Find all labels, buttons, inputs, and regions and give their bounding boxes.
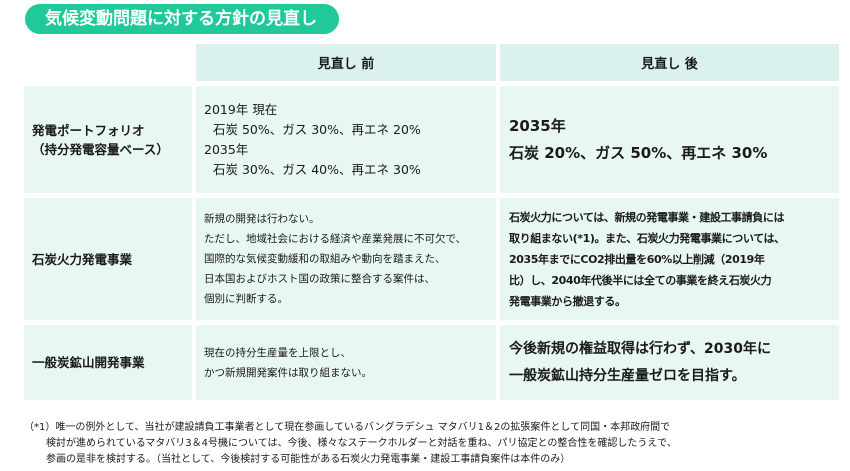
text-line: 日本国およびホスト国の政策に整合する案件は、	[204, 273, 435, 285]
text-line: 国際的な気候変動緩和の取組みや動向を踏まえた、	[204, 253, 446, 265]
column-header-before: 見直し 前	[196, 44, 496, 81]
footnote-line: （*1）唯一の例外として、当社が建設請負工事業者として現在参画しているバングラデ…	[24, 422, 671, 433]
row-label-line: （持分発電容量ベース）	[32, 141, 169, 157]
footnote-line: 参画の是非を検討する。（当社として、今後検討する可能性がある石炭火力発電事業・建…	[46, 454, 571, 465]
text-line: 新規の開発は行わない。	[204, 213, 320, 225]
text-line: 取り組まない(*1)。また、石炭火力発電事業については、	[509, 231, 785, 245]
row-label-coal-power: 石炭火力発電事業	[24, 198, 192, 320]
policy-comparison-table: 見直し 前 見直し 後 発電ポートフォリオ （持分発電容量ベース） 2019年 …	[24, 44, 839, 400]
after-power-portfolio: 2035年 石炭 20%、ガス 50%、再エネ 30%	[500, 86, 839, 193]
text-line: 発電事業から撤退する。	[509, 294, 626, 308]
after-coal-power: 石炭火力については、新規の発電事業・建設工事請負には 取り組まない(*1)。また…	[500, 198, 839, 320]
text-line: 一般炭鉱山持分生産量ゼロを目指す。	[509, 367, 746, 384]
before-coal-power: 新規の開発は行わない。 ただし、地域社会における経済や産業発展に不可欠で、 国際…	[196, 198, 496, 320]
row-label-line: 石炭火力発電事業	[32, 251, 133, 267]
text-line: 今後新規の権益取得は行わず、2030年に	[509, 340, 771, 357]
column-header-after: 見直し 後	[500, 44, 839, 81]
text-line: 石炭 50%、ガス 30%、再エネ 20%	[213, 121, 421, 137]
text-line: 2035年	[509, 116, 566, 135]
text-line: 石炭 30%、ガス 40%、再エネ 30%	[213, 161, 421, 177]
after-thermal-coal-mining: 今後新規の権益取得は行わず、2030年に 一般炭鉱山持分生産量ゼロを目指す。	[500, 325, 839, 400]
row-label-line: 発電ポートフォリオ	[32, 122, 145, 138]
text-line: 石炭火力については、新規の発電事業・建設工事請負には	[509, 210, 785, 224]
footnote-line: 検討が進められているマタバリ3＆4号機については、今後、様々なステークホルダーと…	[46, 438, 677, 449]
row-label-line: 一般炭鉱山開発事業	[32, 355, 145, 370]
row-label-thermal-coal-mining: 一般炭鉱山開発事業	[24, 325, 192, 400]
text-line: かつ新規開発案件は取り組まない。	[204, 366, 372, 379]
before-power-portfolio: 2019年 現在 石炭 50%、ガス 30%、再エネ 20% 2035年 石炭 …	[196, 86, 496, 193]
text-line: 石炭 20%、ガス 50%、再エネ 30%	[509, 143, 768, 162]
table-corner	[24, 44, 192, 81]
row-label-power-portfolio: 発電ポートフォリオ （持分発電容量ベース）	[24, 86, 192, 193]
footnote: （*1）唯一の例外として、当社が建設請負工事業者として現在参画しているバングラデ…	[24, 420, 844, 468]
text-line: 現在の持分生産量を上限とし、	[204, 346, 351, 359]
page-title: 気候変動問題に対する方針の見直し	[25, 4, 339, 34]
text-line: 2035年	[204, 141, 249, 157]
text-line: 比）し、2040年代後半には全ての事業を終え石炭火力	[509, 273, 772, 287]
text-line: 2019年 現在	[204, 101, 278, 117]
before-thermal-coal-mining: 現在の持分生産量を上限とし、 かつ新規開発案件は取り組まない。	[196, 325, 496, 400]
text-line: 2035年までにCO2排出量を60%以上削減（2019年	[509, 252, 765, 266]
text-line: ただし、地域社会における経済や産業発展に不可欠で、	[204, 233, 467, 245]
text-line: 個別に判断する。	[204, 293, 288, 305]
